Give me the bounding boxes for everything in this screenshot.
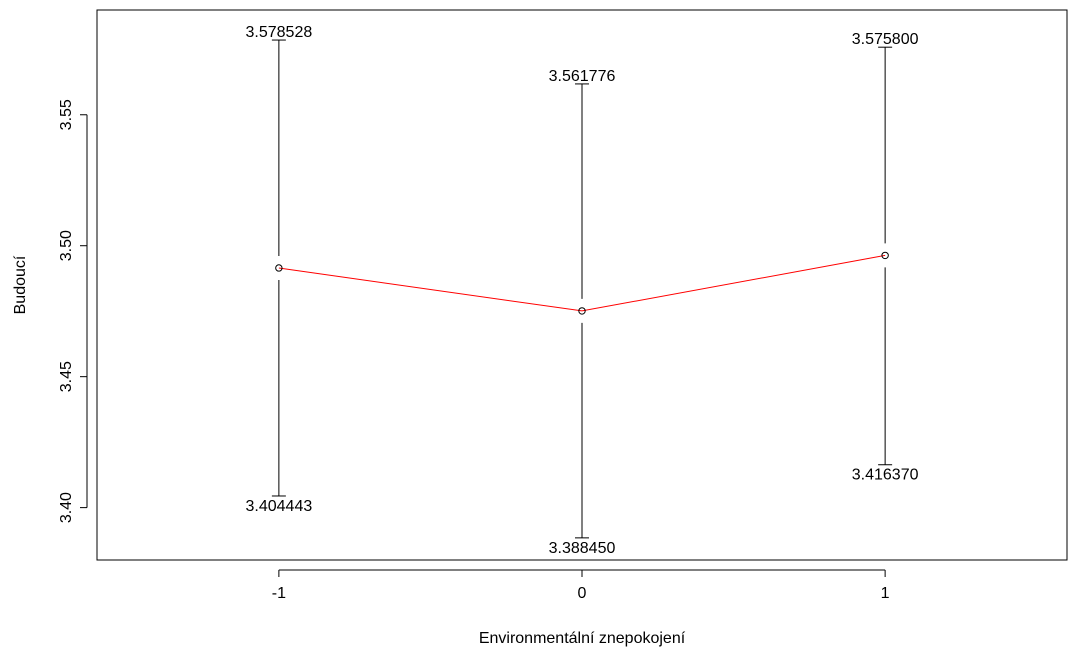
ci-lower-label: 3.416370 (852, 467, 919, 484)
y-tick-label: 3.40 (58, 492, 75, 523)
ci-upper-label: 3.575800 (852, 31, 919, 48)
data-point (578, 307, 586, 315)
x-axis-title: Environmentální znepokojení (479, 630, 686, 647)
y-axis: 3.40 3.45 3.50 3.55 (58, 99, 88, 523)
plot-frame (96, 9, 1068, 561)
x-tick-label: 0 (578, 585, 587, 602)
ci-lower-label: 3.388450 (549, 540, 616, 557)
data-point (275, 264, 283, 272)
ci-labels: 3.578528 3.404443 3.561776 3.388450 3.575800… (246, 24, 919, 557)
y-tick-label: 3.55 (58, 99, 75, 130)
series-line (278, 254, 886, 312)
y-tick-label: 3.45 (58, 361, 75, 392)
data-points (275, 251, 889, 315)
x-tick-label: -1 (272, 585, 286, 602)
y-axis-title: Budoucí (12, 255, 29, 314)
error-bars (271, 39, 893, 539)
x-axis: -1 0 1 (272, 569, 890, 602)
ci-lower-label: 3.404443 (246, 498, 313, 515)
series-line-group (278, 254, 886, 312)
x-tick-label: 1 (881, 585, 890, 602)
y-tick-label: 3.50 (58, 230, 75, 261)
data-point (881, 251, 889, 260)
ci-upper-label: 3.561776 (549, 68, 616, 85)
ci-upper-label: 3.578528 (246, 24, 313, 41)
